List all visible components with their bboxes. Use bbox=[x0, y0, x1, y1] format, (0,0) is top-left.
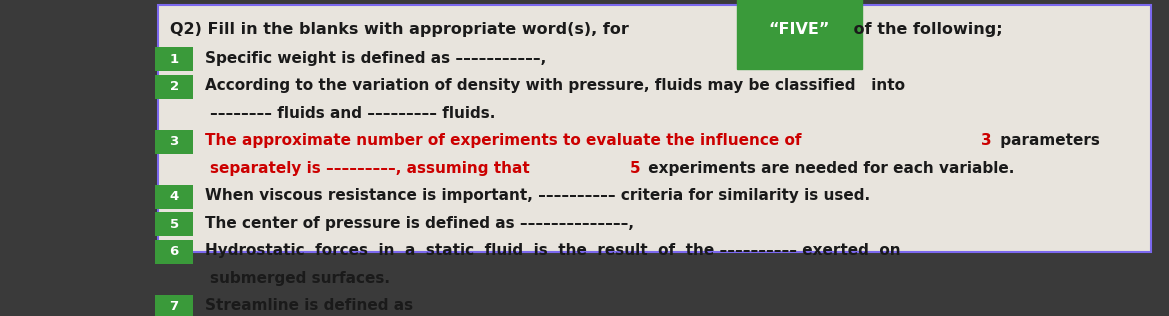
Text: 1: 1 bbox=[170, 53, 179, 66]
Text: Hydrostatic  forces  in  a  static  fluid  is  the  result  of  the –––––––––– e: Hydrostatic forces in a static fluid is … bbox=[205, 243, 900, 258]
FancyBboxPatch shape bbox=[155, 295, 193, 316]
Text: –––––––– fluids and ––––––––– fluids.: –––––––– fluids and ––––––––– fluids. bbox=[210, 106, 496, 121]
Text: 3: 3 bbox=[981, 133, 991, 149]
Text: The center of pressure is defined as ––––––––––––––,: The center of pressure is defined as –––… bbox=[205, 216, 634, 231]
Text: of the following;: of the following; bbox=[848, 22, 1003, 37]
Text: Streamline is defined as: Streamline is defined as bbox=[205, 299, 413, 313]
FancyBboxPatch shape bbox=[155, 47, 193, 71]
FancyBboxPatch shape bbox=[155, 130, 193, 154]
Text: When viscous resistance is important, –––––––––– criteria for similarity is used: When viscous resistance is important, ––… bbox=[205, 188, 870, 204]
FancyBboxPatch shape bbox=[155, 240, 193, 264]
Text: Q2) Fill in the blanks with appropriate word(s), for: Q2) Fill in the blanks with appropriate … bbox=[170, 22, 634, 37]
Text: 2: 2 bbox=[170, 80, 179, 93]
Text: experiments are needed for each variable.: experiments are needed for each variable… bbox=[643, 161, 1015, 176]
Text: 6: 6 bbox=[170, 245, 179, 258]
FancyBboxPatch shape bbox=[155, 185, 193, 209]
Text: 4: 4 bbox=[170, 190, 179, 203]
Text: 5: 5 bbox=[170, 218, 179, 231]
Text: 5: 5 bbox=[630, 161, 641, 176]
Text: 3: 3 bbox=[170, 135, 179, 148]
Text: submerged surfaces.: submerged surfaces. bbox=[210, 271, 390, 286]
Text: parameters: parameters bbox=[995, 133, 1100, 149]
Text: “FIVE”: “FIVE” bbox=[769, 22, 830, 37]
FancyBboxPatch shape bbox=[155, 75, 193, 99]
Text: separately is –––––––––, assuming that: separately is –––––––––, assuming that bbox=[210, 161, 535, 176]
Text: 7: 7 bbox=[170, 300, 179, 313]
FancyBboxPatch shape bbox=[155, 212, 193, 236]
FancyBboxPatch shape bbox=[158, 5, 1151, 252]
Text: Specific weight is defined as –––––––––––,: Specific weight is defined as ––––––––––… bbox=[205, 51, 546, 66]
Text: According to the variation of density with pressure, fluids may be classified   : According to the variation of density wi… bbox=[205, 78, 905, 94]
Text: The approximate number of experiments to evaluate the influence of: The approximate number of experiments to… bbox=[205, 133, 807, 149]
